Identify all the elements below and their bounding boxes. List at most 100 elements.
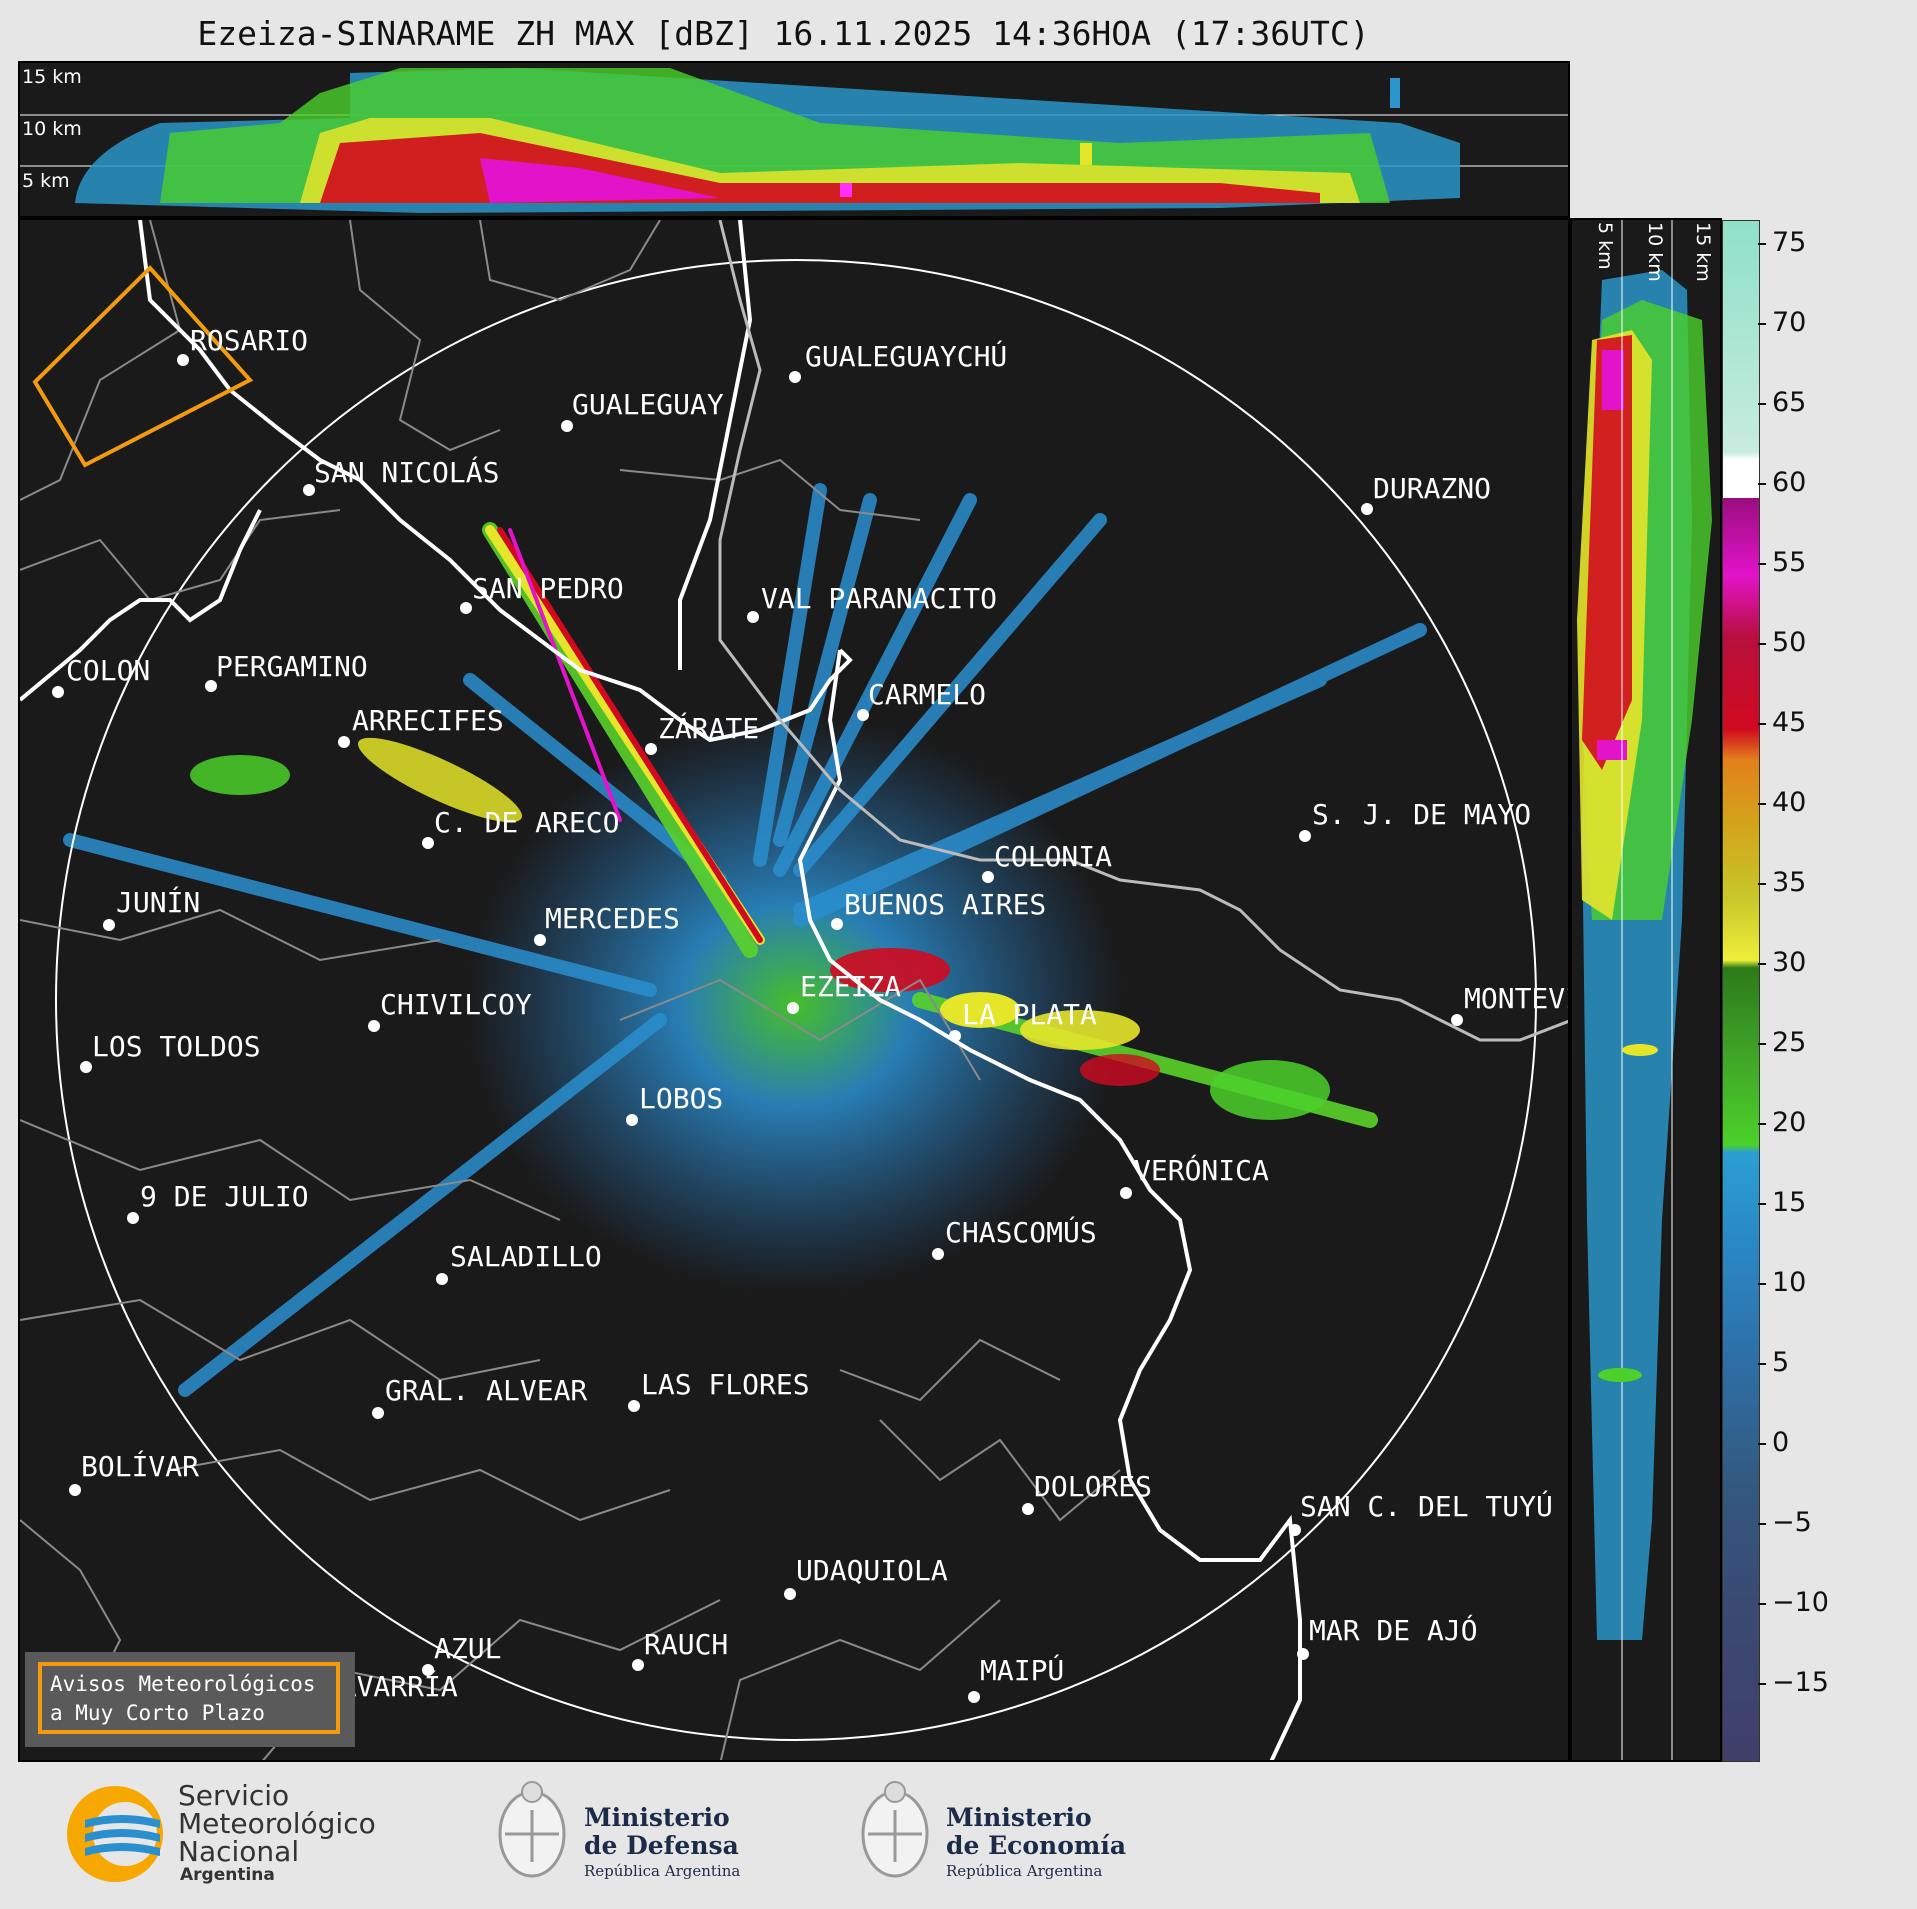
side-altitude-label-10km: 10 km (1644, 222, 1666, 282)
colorbar-tick-label: −10 (1772, 1587, 1829, 1618)
radar-map-panel[interactable] (18, 218, 1570, 1762)
city-label-zarate: ZÁRATE (658, 712, 760, 745)
city-label-maipu: MAIPÚ (980, 1654, 1065, 1687)
colorbar-tickmark (1758, 483, 1766, 485)
city-label-san-c-del-tuyu: SAN C. DEL TUYÚ (1300, 1490, 1553, 1523)
city-label-dolores: DOLORES (1034, 1470, 1153, 1503)
side-cross-section-panel: 5 km 10 km 15 km (1570, 218, 1722, 1762)
defensa-line2: de Defensa (584, 1831, 739, 1860)
colorbar-tickmark (1758, 643, 1766, 645)
city-label-la-plata: LA PLATA (962, 998, 1097, 1031)
colorbar-tickmark (1758, 1123, 1766, 1125)
economia-subtitle: República Argentina (946, 1862, 1103, 1880)
colorbar-tick-label: 70 (1772, 307, 1807, 338)
city-label-san-nicolas: SAN NICOLÁS (314, 456, 500, 489)
city-label-chivilcoy: CHIVILCOY (380, 988, 532, 1021)
side-altitude-label-15km: 15 km (1692, 222, 1714, 282)
colorbar-tickmark (1758, 403, 1766, 405)
coastline (20, 220, 1302, 1760)
city-label-ezeiza: EZEIZA (800, 970, 902, 1003)
colorbar-tick-label: 75 (1772, 227, 1807, 258)
city-label-carmelo: CARMELO (868, 678, 987, 711)
defensa-line1: Ministerio (584, 1803, 730, 1832)
colorbar-tickmark (1758, 1523, 1766, 1525)
side-altitude-label-5km: 5 km (1594, 222, 1616, 270)
colorbar-tickmark (1758, 1443, 1766, 1445)
smn-line3: Nacional (178, 1835, 300, 1868)
economia-line1: Ministerio (946, 1803, 1092, 1832)
economia-line2: de Economía (946, 1831, 1127, 1860)
warning-legend[interactable]: Avisos Meteorológicos a Muy Corto Plazo (38, 1662, 340, 1734)
echo-squall-line (485, 525, 765, 945)
colorbar-tickmark (1758, 803, 1766, 805)
smn-line2: Meteorológico (178, 1807, 376, 1840)
city-label-9-de-julio: 9 DE JULIO (140, 1180, 309, 1213)
city-label-san-pedro: SAN PEDRO (472, 572, 624, 605)
argentina-coat-of-arms-icon-defensa (498, 1781, 566, 1878)
colorbar-tickmark (1758, 323, 1766, 325)
colorbar-tickmark (1758, 1203, 1766, 1205)
city-label-udaquiola: UDAQUIOLA (796, 1554, 948, 1587)
admin-borders (20, 220, 1121, 1760)
defensa-name: Ministerio de Defensa (584, 1804, 739, 1860)
city-markers (52, 354, 1463, 1716)
city-label-mercedes: MERCEDES (545, 902, 680, 935)
city-label-val-paranacito: VAL PARANACITO (761, 582, 998, 615)
colorbar-tick-label: 20 (1772, 1107, 1807, 1138)
city-label-s-j-de-mayo: S. J. DE MAYO (1312, 798, 1532, 831)
colorbar-tickmark (1758, 563, 1766, 565)
warning-polygon[interactable] (32, 265, 254, 468)
colorbar-tick-label: 45 (1772, 707, 1807, 738)
colorbar-tick-label: 5 (1772, 1347, 1790, 1378)
range-ring (55, 259, 1537, 1741)
side-cross-section-echoes (1577, 220, 1712, 1760)
city-label-pergamino: PERGAMINO (216, 650, 368, 683)
top-cross-section-echoes (20, 68, 1568, 213)
city-label-veronica: VERÓNICA (1134, 1154, 1269, 1187)
colorbar-tick-label: 35 (1772, 867, 1807, 898)
colorbar-tickmark (1758, 243, 1766, 245)
radar-map-svg (20, 220, 1568, 1760)
uruguay-coast (718, 220, 1568, 1042)
smn-line1: Servicio (178, 1779, 290, 1812)
city-label-gualeguay: GUALEGUAY (572, 388, 724, 421)
city-label-chascomus: CHASCOMÚS (945, 1216, 1097, 1249)
city-label-durazno: DURAZNO (1373, 472, 1492, 505)
warning-line1: Avisos Meteorológicos (50, 1672, 316, 1696)
argentina-coat-of-arms-icon-economia (861, 1781, 929, 1878)
city-label-saladillo: SALADILLO (450, 1240, 602, 1273)
city-label-junin: JUNÍN (116, 886, 201, 919)
colorbar-tick-label: 0 (1772, 1427, 1790, 1458)
city-label-mar-de-ajo: MAR DE AJÓ (1309, 1614, 1478, 1647)
colorbar-tickmark (1758, 1043, 1766, 1045)
map-title: Ezeiza-SINARAME ZH MAX [dBZ] 16.11.2025 … (197, 14, 1370, 53)
colorbar-tick-label: 55 (1772, 547, 1807, 578)
colorbar-tick-label: −5 (1772, 1507, 1812, 1538)
colorbar-tick-label: −15 (1772, 1667, 1829, 1698)
colorbar-tick-label: 15 (1772, 1187, 1807, 1218)
colorbar-tick-label: 30 (1772, 947, 1807, 978)
city-label-gral-alvear: GRAL. ALVEAR (385, 1374, 588, 1407)
city-label-colon: COLON (66, 654, 151, 687)
city-label-montevideo: MONTEVIDEO (1464, 982, 1568, 1015)
city-label-c-de-areco: C. DE ARECO (434, 806, 620, 839)
warning-line2: a Muy Corto Plazo (50, 1701, 265, 1725)
colorbar-tickmark (1758, 1603, 1766, 1605)
colorbar-tickmark (1758, 1363, 1766, 1365)
colorbar-tick-label: 40 (1772, 787, 1807, 818)
city-label-azul: AZUL (434, 1632, 502, 1665)
colorbar-tickmark (1758, 1683, 1766, 1685)
city-label-las-flores: LAS FLORES (641, 1368, 810, 1401)
smn-logo-icon (67, 1786, 163, 1882)
colorbar-tick-label: 60 (1772, 467, 1807, 498)
reflectivity-colorbar (1722, 220, 1760, 1762)
city-label-rosario: ROSARIO (190, 324, 309, 357)
colorbar-tick-label: 65 (1772, 387, 1807, 418)
city-label-rauch: RAUCH (644, 1628, 729, 1661)
colorbar-tick-label: 25 (1772, 1027, 1807, 1058)
altitude-label-5km: 5 km (22, 170, 70, 192)
city-label-los-toldos: LOS TOLDOS (92, 1030, 261, 1063)
colorbar-tickmark (1758, 883, 1766, 885)
city-label-gualeguaychu: GUALEGUAYCHÚ (805, 340, 1008, 373)
altitude-label-15km: 15 km (22, 66, 82, 88)
